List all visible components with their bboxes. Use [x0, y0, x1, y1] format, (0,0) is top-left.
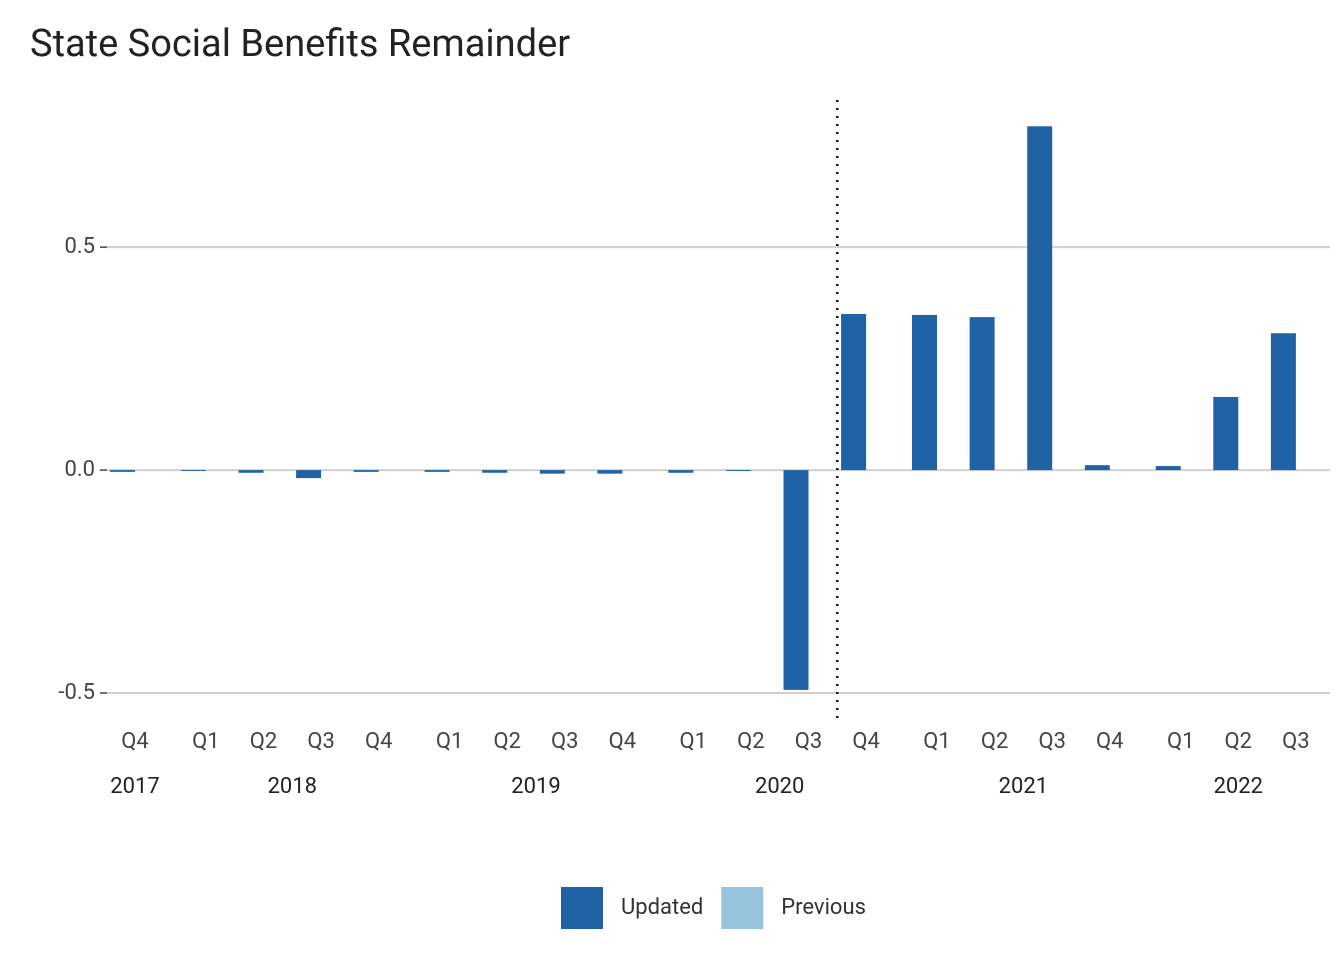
year-label: 2020	[755, 774, 804, 799]
x-tick-label: Q3	[551, 729, 579, 754]
bar	[424, 470, 450, 472]
x-tick-label: Q1	[923, 729, 951, 754]
x-tick-label: Q1	[192, 729, 220, 754]
bar	[969, 317, 995, 471]
year-label: 2021	[999, 774, 1048, 799]
x-tick-label: Q1	[1167, 729, 1195, 754]
bar	[841, 314, 867, 471]
x-tick-label: Q1	[680, 729, 708, 754]
x-tick-label: Q2	[737, 729, 765, 754]
year-label: 2019	[511, 774, 560, 799]
bar	[668, 470, 694, 473]
bar	[353, 470, 379, 472]
legend-swatch	[561, 887, 603, 929]
bar	[783, 470, 809, 690]
bar	[296, 470, 322, 479]
x-tick-label: Q2	[493, 729, 521, 754]
x-tick-label: Q2	[1225, 729, 1253, 754]
x-tick-label: Q4	[1096, 729, 1124, 754]
legend-label: Previous	[781, 895, 866, 920]
x-tick-label: Q4	[609, 729, 637, 754]
bar	[1084, 465, 1110, 471]
year-label: 2018	[268, 774, 317, 799]
year-label: 2022	[1214, 774, 1263, 799]
bar	[238, 470, 264, 473]
bar	[1213, 396, 1239, 471]
bar	[1027, 126, 1053, 471]
bar	[482, 470, 508, 473]
chart-title: State Social Benefits Remainder	[30, 22, 570, 66]
bar	[1270, 333, 1296, 471]
bar	[912, 314, 937, 471]
x-tick-label: Q3	[1282, 729, 1310, 754]
x-tick-label: Q3	[307, 729, 335, 754]
legend-swatch	[721, 887, 764, 929]
x-tick-label: Q4	[365, 729, 393, 754]
y-tick-label: 0.0	[64, 457, 95, 482]
bar	[1155, 466, 1181, 471]
x-tick-label: Q1	[436, 729, 464, 754]
x-tick-label: Q4	[121, 729, 149, 754]
y-tick-label: 0.5	[64, 234, 95, 259]
x-tick-label: Q2	[250, 729, 278, 754]
legend-label: Updated	[621, 895, 703, 920]
x-tick-label: Q3	[795, 729, 823, 754]
y-tick-label: -0.5	[58, 680, 95, 705]
bar	[539, 470, 565, 474]
bar	[180, 470, 206, 471]
year-label: 2017	[110, 774, 159, 799]
x-tick-label: Q3	[1038, 729, 1066, 754]
bar	[110, 470, 135, 472]
bar	[597, 470, 623, 474]
x-tick-label: Q4	[852, 729, 880, 754]
x-tick-label: Q2	[981, 729, 1009, 754]
bar	[725, 470, 751, 471]
